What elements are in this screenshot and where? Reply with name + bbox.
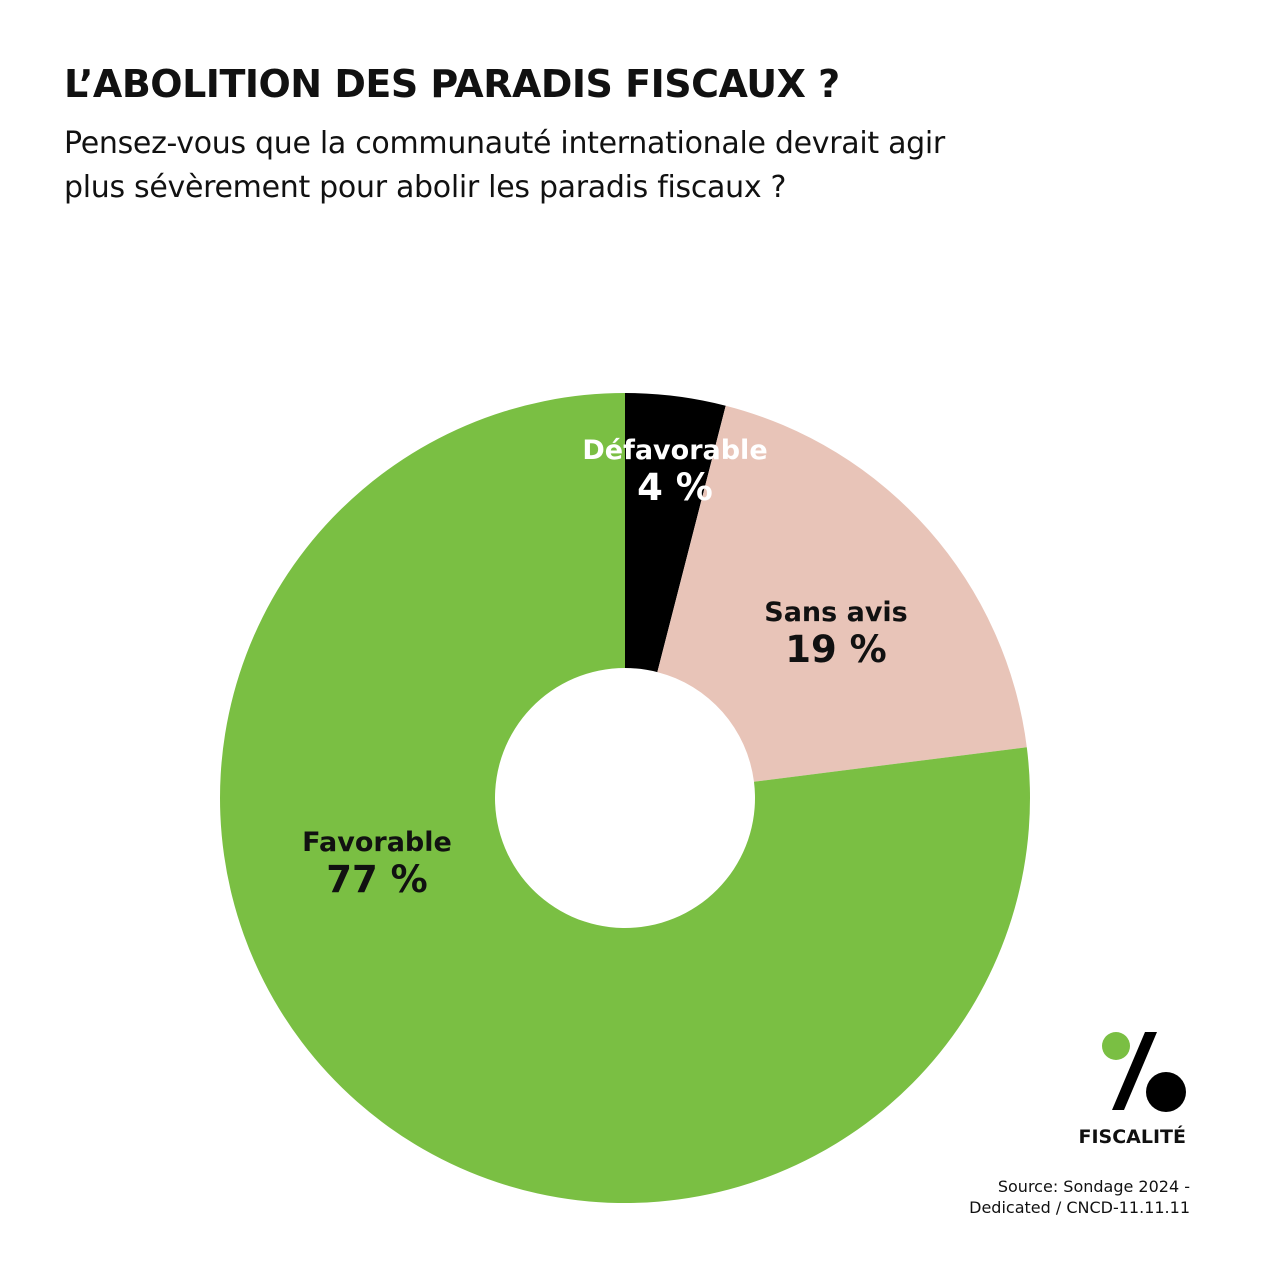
slice-label-defavorable: Défavorable 4 % (582, 435, 767, 509)
data-label: 77 % (326, 858, 428, 901)
chart-title: L’ABOLITION DES PARADIS FISCAUX ? (64, 62, 840, 106)
data-label: 4 % (637, 466, 713, 509)
source-line-1: Source: Sondage 2024 - (997, 1177, 1190, 1196)
category-label: Favorable (302, 827, 452, 858)
slice-sans-avis (657, 405, 1027, 782)
source-line-2: Dedicated / CNCD-11.11.11 (969, 1198, 1190, 1217)
slice-label-sans-avis: Sans avis 19 % (764, 597, 908, 671)
slice-label-favorable: Favorable 77 % (302, 827, 452, 901)
logo-slash (1112, 1032, 1157, 1110)
category-label: Défavorable (582, 435, 768, 466)
logo-dot (1102, 1032, 1130, 1060)
slice-favorable (219, 393, 1030, 1204)
category-label: Sans avis (764, 597, 908, 628)
chart-subtitle: Pensez-vous que la communauté internatio… (64, 126, 945, 205)
data-label: 19 % (785, 628, 887, 671)
source-note: Source: Sondage 2024 - Dedicated / CNCD-… (969, 1176, 1190, 1218)
percent-logo-icon (1102, 1032, 1186, 1112)
slice-defavorable (625, 393, 726, 673)
logo-circle (1146, 1072, 1186, 1112)
logo-text: FISCALITÉ (1078, 1126, 1187, 1148)
